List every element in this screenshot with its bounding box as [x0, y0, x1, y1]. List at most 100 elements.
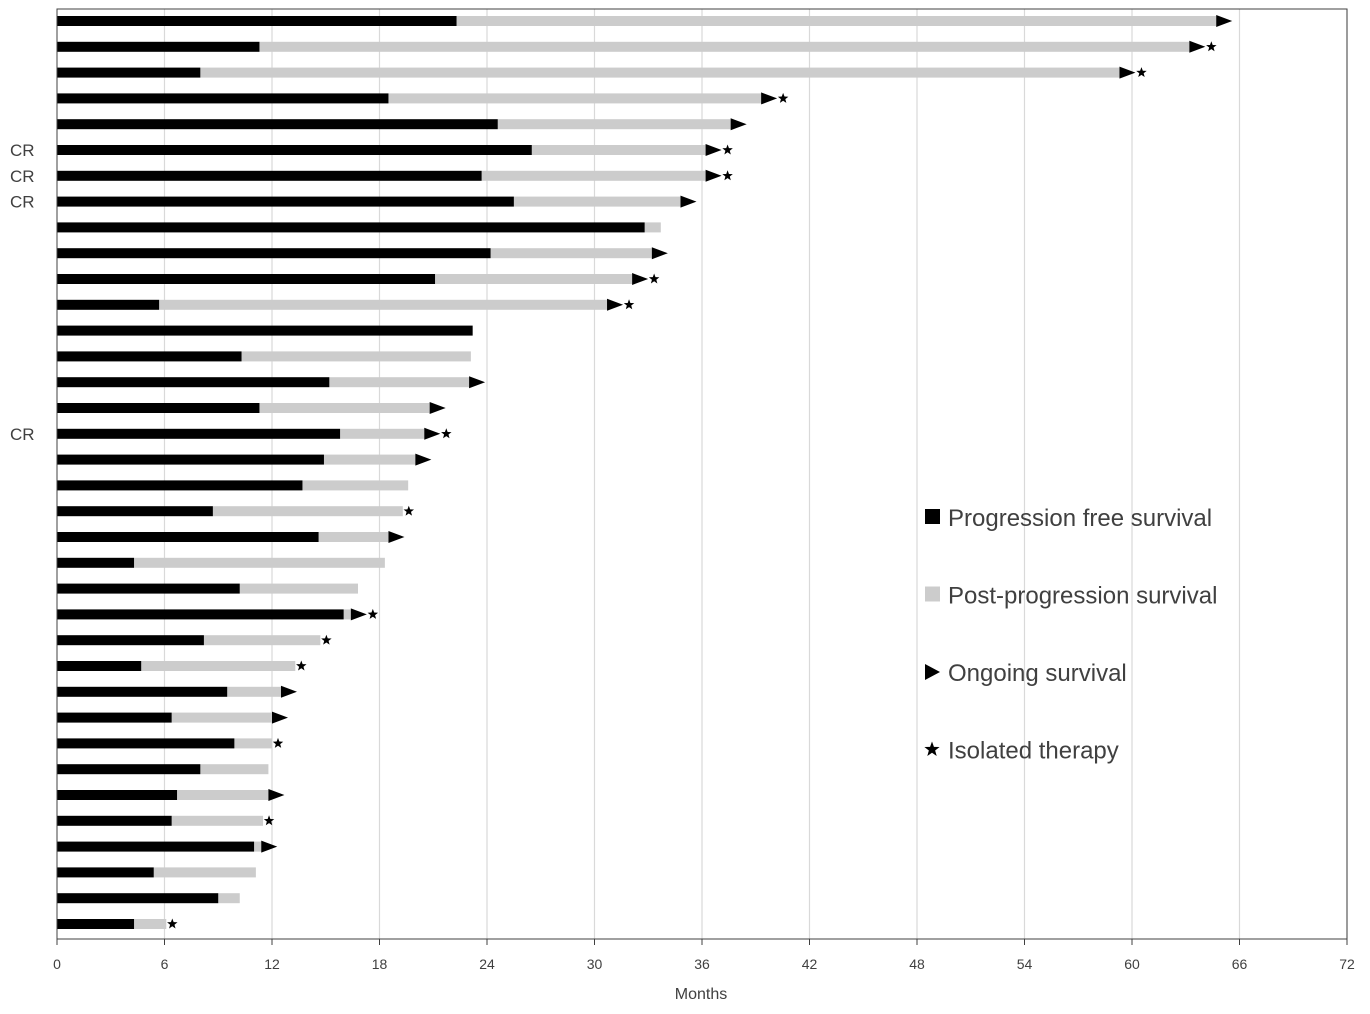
pfs-bar — [57, 609, 344, 620]
x-tick-label: 48 — [909, 956, 925, 972]
legend-swatch-ongoing — [925, 664, 940, 680]
x-tick-label: 18 — [372, 956, 388, 972]
pfs-bar — [57, 919, 135, 929]
x-tick-label: 66 — [1232, 956, 1248, 972]
x-tick-label: 42 — [802, 956, 818, 972]
pfs-bar — [57, 867, 154, 878]
legend-label-ongoing: Ongoing survival — [948, 660, 1127, 687]
pps-bar — [234, 738, 272, 749]
isolated-therapy-marker — [272, 737, 284, 748]
pps-bar — [200, 67, 1120, 78]
legend-swatch-isolated — [924, 741, 940, 756]
pps-bar — [171, 815, 264, 826]
pps-bar — [513, 196, 681, 207]
ongoing-survival-marker — [1119, 66, 1136, 79]
pfs-bar — [57, 325, 473, 336]
pps-bar — [203, 635, 321, 646]
pfs-bar — [57, 841, 255, 852]
pps-bar — [388, 93, 762, 104]
pps-bar — [200, 764, 269, 775]
row-label: CR — [10, 167, 35, 186]
bars-layer — [57, 15, 1233, 929]
pfs-bar — [57, 557, 135, 568]
x-tick-label: 36 — [694, 956, 710, 972]
ongoing-survival-marker — [705, 144, 722, 156]
x-tick-label: 72 — [1339, 956, 1355, 972]
isolated-therapy-marker — [263, 815, 275, 826]
ongoing-survival-marker — [607, 298, 624, 311]
legend-label-pfs: Progression free survival — [948, 505, 1212, 532]
x-tick-label: 60 — [1124, 956, 1140, 972]
isolated-therapy-marker — [722, 144, 733, 155]
x-tick-label: 54 — [1017, 956, 1033, 972]
isolated-therapy-marker — [1206, 41, 1217, 52]
ongoing-survival-marker — [730, 118, 747, 131]
row-label: CR — [10, 193, 35, 212]
pps-bar — [456, 16, 1217, 26]
pps-bar — [343, 609, 351, 620]
pfs-bar — [57, 738, 235, 749]
ongoing-survival-marker — [415, 453, 432, 466]
legend: Progression free survival Post-progressio… — [924, 505, 1217, 765]
pps-bar — [153, 867, 256, 878]
x-tick-label: 30 — [587, 956, 603, 972]
legend-label-pps: Post-progression survival — [948, 583, 1217, 610]
ongoing-survival-marker — [261, 840, 278, 853]
x-tick-label: 6 — [161, 956, 169, 972]
pps-bar — [481, 170, 706, 181]
pps-bar — [329, 377, 470, 388]
pfs-bar — [57, 454, 324, 465]
pfs-bar — [57, 222, 645, 233]
pps-bar — [227, 686, 281, 697]
pfs-bar — [57, 93, 389, 104]
ongoing-survival-marker — [272, 711, 288, 724]
ongoing-survival-marker — [1216, 15, 1233, 27]
pps-bar — [171, 712, 272, 723]
pfs-bar — [57, 583, 240, 594]
pps-bar — [239, 583, 358, 594]
pfs-bar — [57, 67, 201, 78]
pfs-bar — [57, 248, 491, 259]
pfs-bar — [57, 428, 341, 439]
pfs-bar — [57, 686, 228, 697]
pps-bar — [497, 119, 731, 130]
pps-bar — [531, 145, 706, 155]
pps-bar — [323, 454, 416, 465]
axis-layer: 0 6 12 18 24 30 36 42 48 54 60 66 72 — [53, 8, 1355, 972]
pps-bar — [259, 41, 1190, 52]
pps-bar — [259, 403, 430, 413]
ongoing-survival-marker — [761, 92, 778, 105]
pfs-bar — [57, 661, 142, 671]
ongoing-survival-marker — [705, 169, 722, 182]
pps-bar — [302, 480, 409, 491]
pfs-bar — [57, 119, 498, 130]
isolated-therapy-marker — [403, 505, 415, 516]
pps-bar — [134, 919, 167, 929]
pfs-bar — [57, 480, 303, 491]
ongoing-survival-marker — [651, 247, 668, 260]
pfs-bar — [57, 351, 242, 362]
pps-bar — [490, 248, 652, 259]
pps-bar — [177, 790, 269, 800]
legend-label-isolated: Isolated therapy — [948, 738, 1119, 765]
ongoing-survival-marker — [424, 427, 441, 440]
row-label: CR — [10, 425, 35, 444]
isolated-therapy-marker — [623, 299, 635, 310]
row-label: CR — [10, 141, 35, 160]
x-tick-label: 24 — [479, 956, 495, 972]
pfs-bar — [57, 16, 457, 26]
pps-bar — [241, 351, 471, 362]
pfs-bar — [57, 893, 219, 904]
pfs-bar — [57, 274, 436, 284]
isolated-therapy-marker — [367, 608, 379, 619]
pps-bar — [318, 532, 389, 542]
pps-bar — [159, 299, 608, 310]
pfs-bar — [57, 41, 260, 52]
pfs-bar — [57, 790, 178, 800]
pfs-bar — [57, 764, 201, 775]
pps-bar — [435, 274, 633, 284]
pps-bar — [212, 506, 403, 517]
pfs-bar — [57, 506, 213, 517]
pfs-bar — [57, 532, 319, 542]
isolated-therapy-marker — [722, 170, 733, 181]
